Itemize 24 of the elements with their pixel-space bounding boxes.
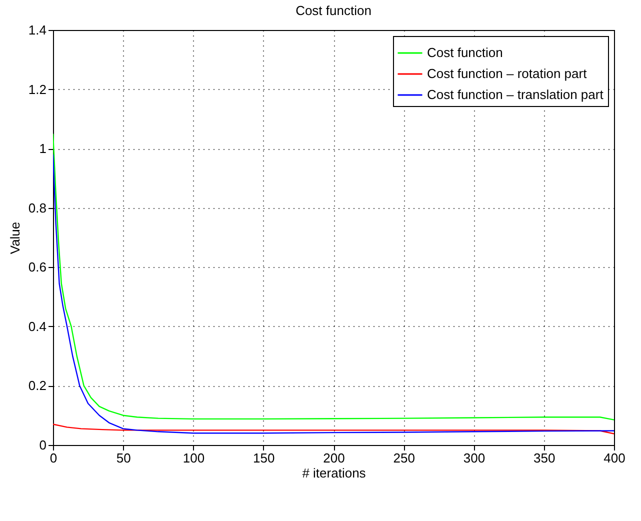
y-tick-label: 0.4: [28, 318, 46, 334]
x-tick-label: 50: [116, 450, 131, 466]
x-tick-label: 350: [534, 450, 556, 466]
y-tick-label: 0.6: [28, 260, 46, 275]
x-tick-label: 0: [50, 450, 58, 466]
chart-title: Cost function: [296, 3, 372, 18]
x-tick-label: 400: [604, 450, 626, 466]
legend-label: Cost function – rotation part: [427, 66, 588, 81]
x-tick-label: 300: [463, 450, 486, 466]
line-series: [53, 424, 614, 434]
x-tick-label: 100: [182, 450, 205, 466]
x-axis-title: # iterations: [302, 466, 366, 480]
x-tick-label: 150: [253, 450, 275, 466]
y-tick-label: 1: [39, 141, 46, 156]
legend-label: Cost function: [427, 45, 503, 60]
y-tick-label: 1.4: [28, 22, 46, 38]
y-tick-label: 1.2: [28, 82, 46, 97]
legend-label: Cost function – translation part: [427, 87, 604, 102]
y-tick-label: 0.8: [28, 200, 46, 216]
y-tick-label: 0.2: [28, 378, 46, 394]
y-tick-label: 0: [39, 438, 46, 452]
x-tick-label: 200: [323, 450, 345, 466]
y-axis-title: Value: [7, 222, 22, 254]
x-tick-label: 250: [393, 450, 415, 466]
